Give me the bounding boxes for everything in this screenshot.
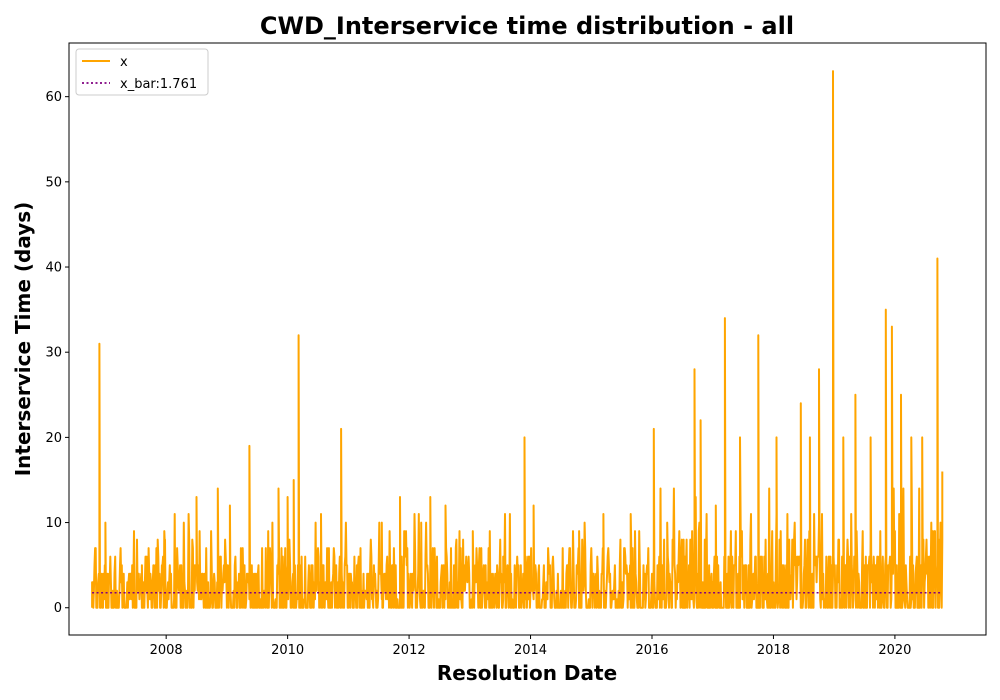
x-tick-label: 2018 bbox=[757, 643, 790, 658]
x-tick-label: 2014 bbox=[514, 643, 547, 658]
series-line-x bbox=[91, 70, 944, 609]
plot-area: 2008 2010 2012 2014 2016 2018 2020 0 10 20 30 40 50… bbox=[45, 42, 987, 658]
y-tick-label: 50 bbox=[45, 175, 62, 190]
legend-label-x-bar: x_bar:1.761 bbox=[120, 77, 197, 92]
x-tick-label: 2008 bbox=[150, 643, 183, 658]
x-tick-label: 2016 bbox=[635, 643, 668, 658]
x-axis: 2008 2010 2012 2014 2016 2018 2020 bbox=[150, 635, 911, 658]
legend: x x_bar:1.761 bbox=[75, 48, 209, 96]
x-axis-label: Resolution Date bbox=[437, 661, 617, 685]
y-tick-label: 30 bbox=[45, 346, 62, 361]
chart-title: CWD_Interservice time distribution - all bbox=[260, 12, 794, 40]
series-layer bbox=[91, 70, 944, 609]
x-tick-label: 2010 bbox=[271, 643, 304, 658]
x-tick-label: 2020 bbox=[878, 643, 911, 658]
y-axis: 0 10 20 30 40 50 60 bbox=[45, 90, 69, 616]
legend-label-x: x bbox=[120, 55, 128, 70]
y-tick-label: 60 bbox=[45, 90, 62, 105]
y-tick-label: 10 bbox=[45, 516, 62, 531]
y-axis-label: Interservice Time (days) bbox=[11, 202, 35, 477]
y-tick-label: 40 bbox=[45, 261, 62, 276]
x-tick-label: 2012 bbox=[393, 643, 426, 658]
y-tick-label: 20 bbox=[45, 431, 62, 446]
y-tick-label: 0 bbox=[54, 601, 62, 616]
